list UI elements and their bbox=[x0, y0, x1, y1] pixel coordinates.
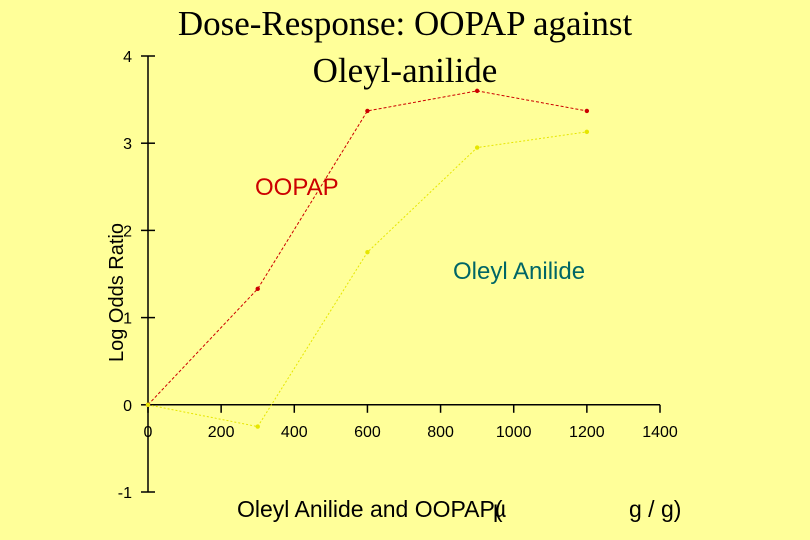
axes: -1 0 1 2 3 4 0 200 400 600 800 1000 1200 1400 bbox=[118, 49, 678, 502]
data-point-oleyl-anilide bbox=[365, 250, 370, 255]
y-tick-label: 1 bbox=[123, 311, 132, 328]
x-tick-label: 0 bbox=[144, 424, 153, 441]
x-axis-title-units: g / g) bbox=[629, 496, 681, 522]
series-line-oopap bbox=[147, 90, 587, 406]
x-tick-label: 200 bbox=[208, 424, 235, 441]
y-tick-label: 0 bbox=[123, 398, 132, 415]
x-tick-label: 1000 bbox=[496, 424, 532, 441]
data-point-oopap bbox=[365, 108, 370, 114]
y-axis-title: Log Odds Ratio bbox=[106, 223, 128, 362]
series-lines bbox=[145, 88, 590, 429]
x-tick-label: 1200 bbox=[569, 424, 605, 441]
data-point-oopap bbox=[255, 286, 260, 292]
data-point-oleyl-anilide bbox=[474, 145, 480, 150]
chart-title: Dose-Response: OOPAP against Oleyl-anili… bbox=[178, 4, 633, 90]
data-point-oleyl-anilide bbox=[255, 424, 260, 429]
x-tick-label: 400 bbox=[281, 424, 308, 441]
data-point-oopap bbox=[474, 88, 480, 94]
micro-symbol: µ bbox=[493, 496, 506, 522]
x-tick-label: 1400 bbox=[642, 424, 678, 441]
y-tick-label: 3 bbox=[123, 136, 132, 153]
series-label-oopap: OOPAP bbox=[255, 174, 339, 201]
chart-title-line-2: Oleyl-anilide bbox=[313, 51, 498, 90]
x-axis-title: Oleyl Anilide and OOPAP( bbox=[237, 496, 503, 522]
data-point-oopap bbox=[584, 108, 590, 114]
x-tick-label: 800 bbox=[427, 424, 454, 441]
y-tick-label: -1 bbox=[118, 485, 132, 502]
data-point-oleyl-anilide bbox=[584, 129, 590, 135]
y-tick-label: 2 bbox=[123, 223, 132, 240]
chart-title-line-1: Dose-Response: OOPAP against bbox=[178, 4, 633, 43]
y-tick-label: 4 bbox=[123, 49, 132, 66]
series-label-oleyl-anilide: Oleyl Anilide bbox=[453, 258, 585, 285]
data-point-oleyl-anilide bbox=[145, 402, 151, 407]
x-tick-label: 600 bbox=[354, 424, 381, 441]
